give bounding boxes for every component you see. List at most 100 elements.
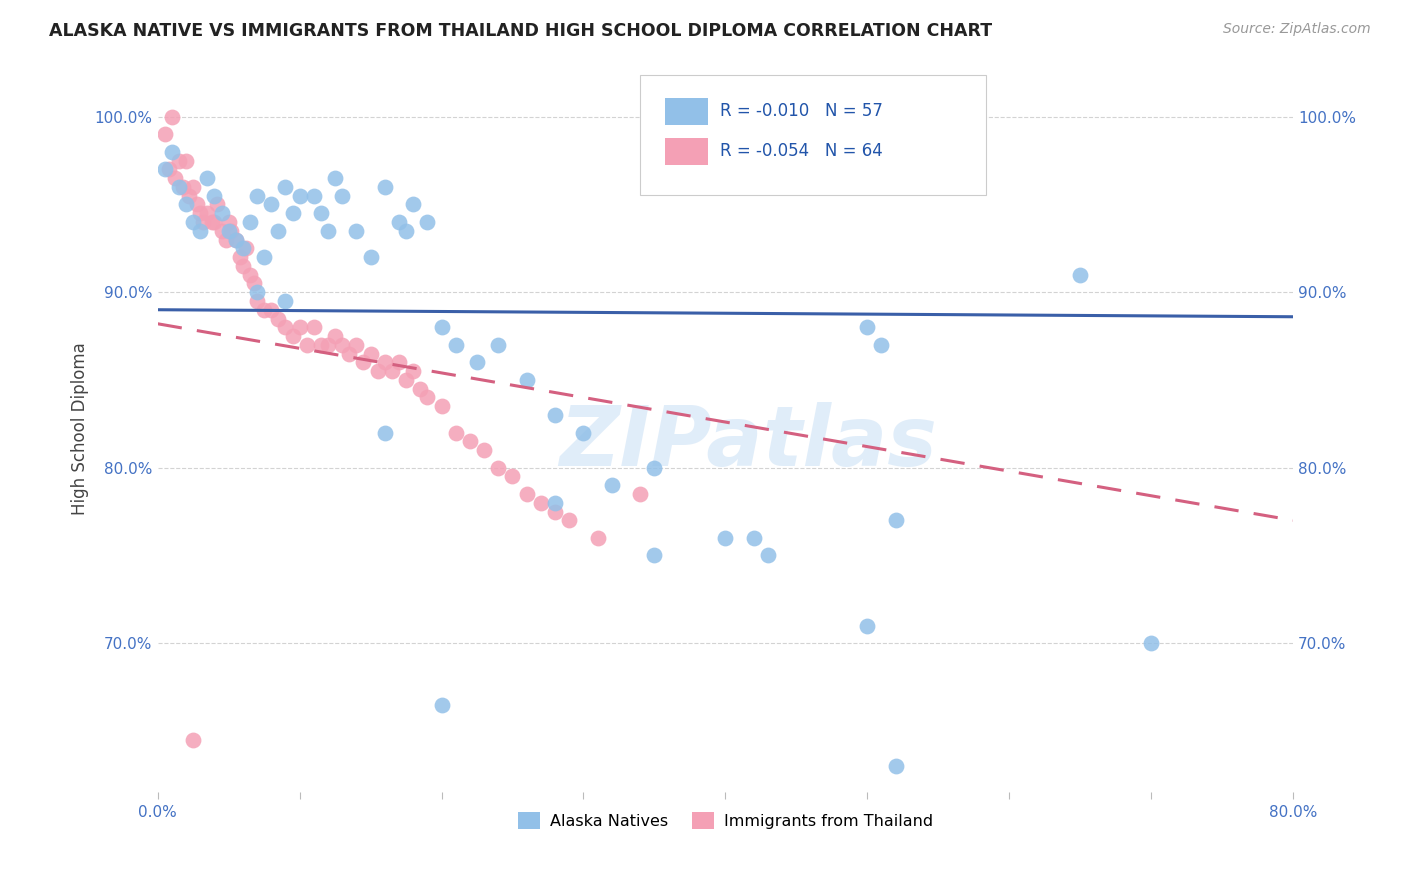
Point [544,408,567,422]
Point [600,478,623,492]
Point [316,338,339,352]
Point [330,338,353,352]
Text: Source: ZipAtlas.com: Source: ZipAtlas.com [1223,22,1371,37]
Point [530,496,553,510]
Point [239,268,262,282]
Point [204,188,226,202]
Point [353,355,375,369]
Point [207,197,229,211]
Point [274,180,297,194]
Point [395,224,418,238]
Point [501,469,523,483]
Point [381,364,404,378]
Text: ALASKA NATIVE VS IMMIGRANTS FROM THAILAND HIGH SCHOOL DIPLOMA CORRELATION CHART: ALASKA NATIVE VS IMMIGRANTS FROM THAILAN… [49,22,993,40]
Point [344,224,367,238]
Point [309,338,332,352]
Point [218,224,240,238]
Point [281,329,304,343]
Point [229,250,252,264]
Point [388,215,411,229]
Point [160,145,183,159]
Point [260,302,283,317]
Point [416,391,439,405]
Point [267,224,290,238]
Point [316,224,339,238]
Point [444,338,467,352]
Point [188,224,211,238]
Point [232,259,254,273]
Point [181,180,204,194]
Point [167,153,190,168]
Point [586,531,609,545]
Point [360,250,382,264]
Point [1140,636,1163,650]
Point [186,197,208,211]
Point [402,197,425,211]
FancyBboxPatch shape [640,75,987,195]
Point [409,382,432,396]
Point [174,197,197,211]
Point [323,329,346,343]
Text: ZIPatlas: ZIPatlas [560,402,936,483]
Point [225,233,247,247]
Point [246,293,269,308]
Point [430,698,453,712]
Y-axis label: High School Diploma: High School Diploma [72,342,89,515]
Point [221,224,243,238]
Point [260,197,283,211]
Point [157,162,180,177]
Point [544,496,567,510]
Point [458,434,481,449]
Text: R = -0.010   N = 57: R = -0.010 N = 57 [720,103,883,120]
Point [756,549,779,563]
Point [153,162,176,177]
Point [218,215,240,229]
Point [160,110,183,124]
Point [870,338,893,352]
Point [215,233,238,247]
Point [253,250,276,264]
Point [174,153,197,168]
Point [444,425,467,440]
Point [544,504,567,518]
Point [323,171,346,186]
Point [163,171,186,186]
Point [430,320,453,334]
Point [388,355,411,369]
Point [204,215,226,229]
Point [430,399,453,413]
Point [360,346,382,360]
Text: R = -0.054   N = 64: R = -0.054 N = 64 [720,143,883,161]
Point [232,241,254,255]
Point [884,513,907,527]
Point [416,215,439,229]
Point [191,215,214,229]
Point [856,618,879,632]
Point [516,373,538,387]
Point [402,364,425,378]
Point [572,425,595,440]
Point [1069,268,1091,282]
Point [742,531,765,545]
Point [288,188,311,202]
Point [177,188,200,202]
Point [239,215,262,229]
Point [302,188,325,202]
Point [246,285,269,300]
Point [344,338,367,352]
Point [167,180,190,194]
Point [374,180,396,194]
Point [884,759,907,773]
Point [201,215,224,229]
Point [516,487,538,501]
Point [486,460,509,475]
Point [628,487,651,501]
Point [486,338,509,352]
Point [395,373,418,387]
Point [643,549,665,563]
Point [267,311,290,326]
Legend: Alaska Natives, Immigrants from Thailand: Alaska Natives, Immigrants from Thailand [512,806,939,835]
Point [337,346,360,360]
Point [181,732,204,747]
Point [558,513,581,527]
